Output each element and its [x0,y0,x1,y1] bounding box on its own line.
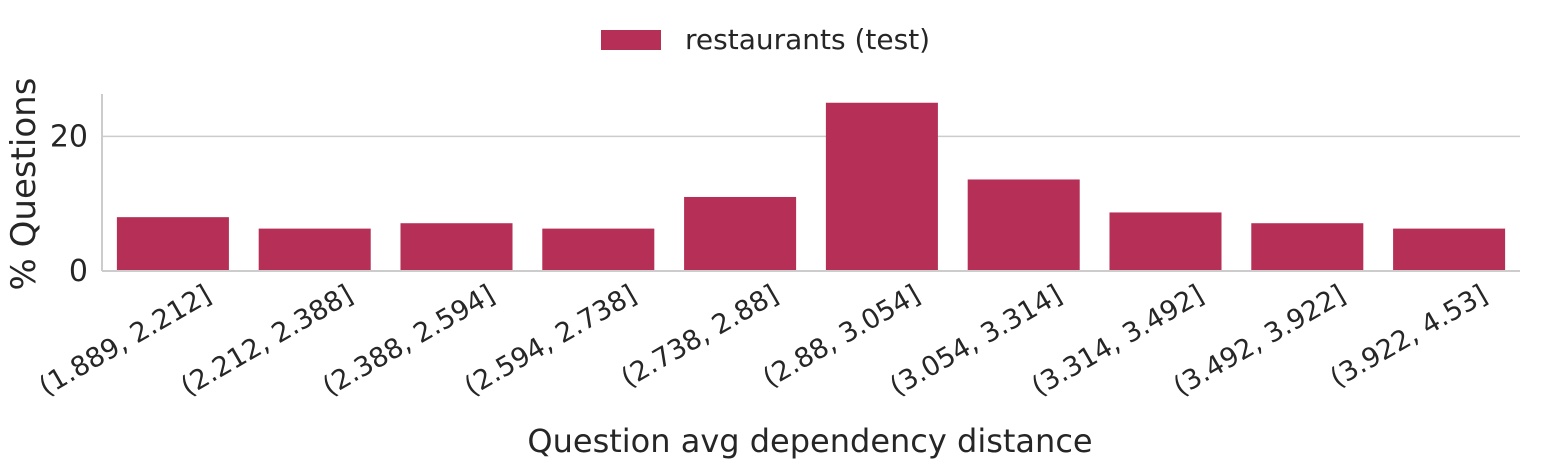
bar [258,228,371,271]
y-axis-label: % Questions [4,78,44,291]
bar [825,102,938,271]
bar [1393,228,1506,271]
bar [116,217,229,271]
y-tick-labels: 0 20 [50,119,88,289]
bar [400,223,513,271]
bar [1251,223,1364,271]
bar [684,196,797,271]
legend-swatch [601,30,661,50]
legend: restaurants (test) [601,23,930,56]
legend-label: restaurants (test) [685,23,930,56]
y-tick-label: 20 [50,119,88,154]
axes [101,94,1520,272]
x-axis-label: Question avg dependency distance [527,422,1092,460]
x-tick-label: (3.922, 4.53] [1325,279,1493,394]
bars [116,102,1506,271]
bar [1109,212,1222,271]
y-tick-label: 0 [69,254,88,289]
bar [967,179,1080,271]
x-tick-labels: (1.889, 2.212](2.212, 2.388](2.388, 2.59… [34,279,1493,402]
bar [542,228,655,271]
x-tick-label: (2.738, 2.88] [616,279,784,394]
